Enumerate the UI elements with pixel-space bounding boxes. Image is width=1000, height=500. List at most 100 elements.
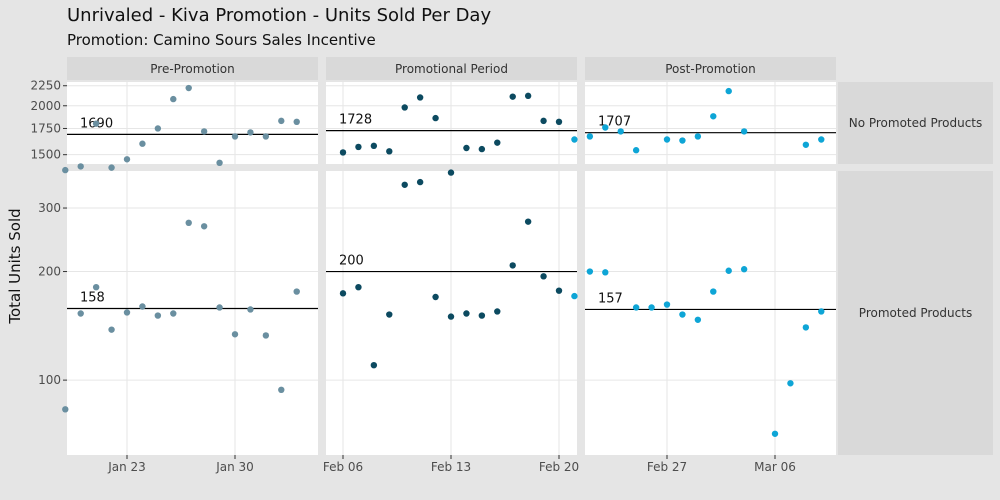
data-point	[617, 128, 624, 135]
data-point	[740, 266, 748, 273]
data-point	[231, 133, 239, 140]
data-point	[339, 149, 347, 156]
data-point	[416, 178, 424, 186]
facet-strip-label: Promotional Period	[395, 62, 508, 76]
data-point	[571, 292, 578, 300]
data-point	[92, 120, 100, 127]
data-point	[509, 93, 516, 100]
facet-strip-column	[326, 57, 577, 80]
data-point	[447, 313, 455, 320]
facet-strip-column	[585, 57, 836, 80]
data-point	[432, 114, 439, 122]
panel-background	[585, 82, 836, 164]
data-point	[401, 104, 408, 111]
data-point	[293, 288, 300, 295]
data-point	[555, 118, 563, 126]
data-point	[509, 262, 516, 269]
data-point	[463, 144, 470, 152]
data-point	[216, 304, 223, 311]
mean-label: 158	[80, 290, 105, 305]
data-point	[139, 140, 146, 147]
facet-strip-label: Promoted Products	[859, 306, 972, 320]
data-point	[416, 94, 424, 101]
mean-label: 1728	[339, 113, 372, 128]
chart-subtitle: Promotion: Camino Sours Sales Incentive	[67, 31, 376, 49]
data-point	[540, 117, 547, 125]
data-point	[170, 310, 177, 317]
data-point	[663, 136, 671, 143]
data-point	[278, 117, 285, 125]
data-point	[586, 133, 594, 140]
data-point	[540, 273, 547, 280]
facet-strip-label: No Promoted Products	[849, 116, 983, 130]
data-point	[586, 268, 594, 275]
data-point	[62, 406, 69, 413]
x-tick-label: Feb 13	[431, 460, 471, 474]
x-tick-label: Mar 06	[754, 460, 796, 474]
data-point	[555, 287, 563, 294]
chart-title: Unrivaled - Kiva Promotion - Units Sold …	[67, 5, 492, 26]
data-point	[463, 310, 470, 317]
data-point	[123, 309, 131, 316]
facet-strip-row	[838, 82, 993, 164]
panel-background	[585, 171, 836, 455]
data-point	[478, 145, 486, 153]
y-tick-label: 2000	[30, 99, 61, 113]
data-point	[386, 311, 393, 318]
data-point	[740, 128, 748, 135]
y-tick-label: 200	[38, 265, 61, 279]
data-point	[632, 304, 640, 311]
facet-strip-label: Post-Promotion	[665, 62, 756, 76]
data-point	[231, 331, 239, 338]
facet-strip-label: Pre-Promotion	[150, 62, 234, 76]
data-point	[139, 303, 146, 310]
data-point	[154, 125, 162, 132]
panel-background	[67, 171, 318, 455]
data-point	[524, 218, 532, 225]
data-point	[694, 133, 702, 140]
data-point	[802, 324, 810, 331]
data-point	[694, 316, 702, 323]
data-point	[602, 124, 609, 131]
data-point	[725, 267, 732, 274]
x-tick-label: Jan 30	[215, 460, 254, 474]
data-point	[710, 113, 717, 120]
data-point	[247, 129, 254, 136]
data-point	[401, 181, 408, 188]
x-tick-label: Jan 23	[107, 460, 146, 474]
data-point	[278, 386, 285, 394]
data-point	[355, 283, 362, 291]
data-point	[478, 312, 486, 319]
data-point	[648, 304, 655, 311]
y-tick-label: 1500	[30, 148, 61, 162]
data-point	[494, 308, 501, 315]
data-point	[200, 128, 208, 135]
data-point	[679, 137, 686, 144]
data-point	[447, 169, 455, 176]
y-tick-label: 1750	[30, 121, 61, 135]
y-tick-label: 300	[38, 201, 61, 215]
data-point	[663, 301, 671, 308]
data-point	[247, 306, 254, 313]
data-point	[370, 142, 378, 150]
data-point	[170, 95, 177, 103]
mean-label: 157	[598, 291, 623, 306]
y-tick-label: 2250	[30, 79, 61, 93]
data-point	[679, 311, 686, 318]
data-point	[200, 223, 208, 230]
data-point	[77, 310, 84, 317]
data-point	[386, 148, 393, 155]
data-point	[108, 164, 115, 171]
data-point	[725, 87, 732, 95]
data-point	[571, 136, 578, 143]
x-tick-label: Feb 27	[647, 460, 687, 474]
data-point	[108, 326, 115, 333]
data-point	[262, 332, 270, 339]
data-point	[432, 293, 439, 301]
data-point	[77, 163, 84, 170]
data-point	[62, 166, 69, 174]
data-point	[185, 84, 192, 92]
x-tick-label: Feb 06	[323, 460, 363, 474]
